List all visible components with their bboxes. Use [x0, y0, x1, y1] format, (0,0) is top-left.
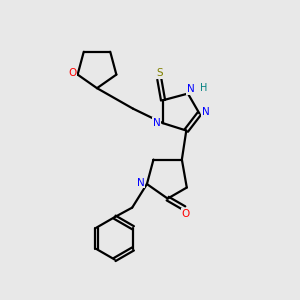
Text: S: S [156, 68, 163, 79]
Text: H: H [200, 83, 208, 93]
Text: N: N [187, 84, 195, 94]
Text: O: O [68, 68, 76, 78]
Text: N: N [202, 107, 210, 117]
Text: O: O [182, 209, 190, 219]
Text: N: N [153, 118, 160, 128]
Text: N: N [136, 178, 144, 188]
